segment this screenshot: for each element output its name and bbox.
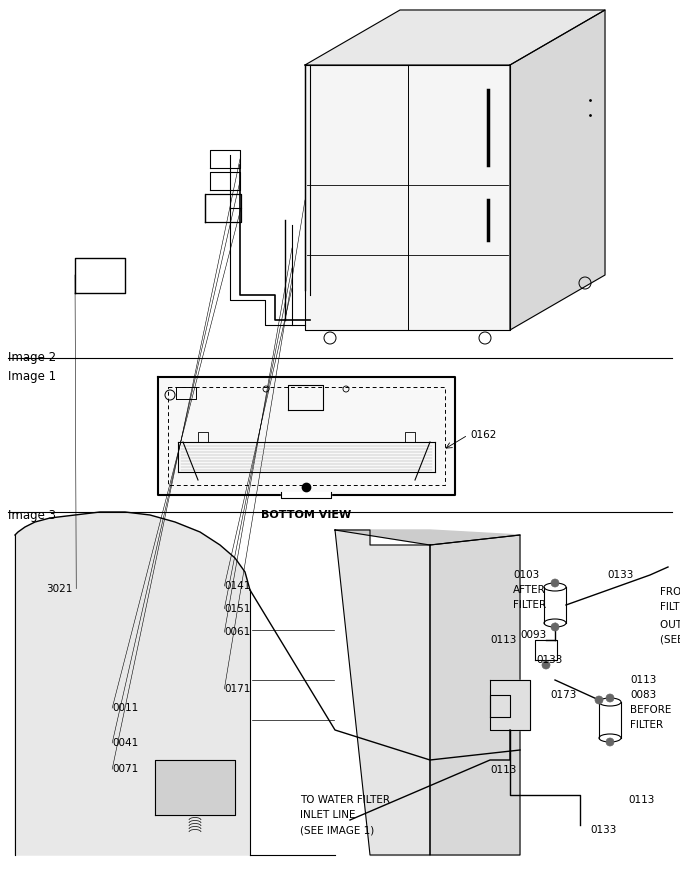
Text: 3021: 3021 [46, 583, 73, 594]
Text: 0011: 0011 [112, 703, 139, 713]
Text: 0151: 0151 [224, 603, 251, 614]
Text: 0093: 0093 [520, 630, 546, 640]
Text: INLET LINE: INLET LINE [300, 810, 356, 820]
Text: 0113: 0113 [630, 675, 656, 685]
Polygon shape [155, 760, 235, 815]
Text: BEFORE: BEFORE [630, 705, 671, 715]
Text: (SEE IMAGE 1): (SEE IMAGE 1) [300, 825, 374, 835]
Polygon shape [335, 530, 520, 545]
Text: Image 1: Image 1 [8, 370, 56, 383]
Polygon shape [305, 10, 605, 65]
Text: Image 3: Image 3 [8, 509, 56, 522]
Text: (SEE IMAGE 1): (SEE IMAGE 1) [660, 635, 680, 645]
Text: 0173: 0173 [550, 690, 577, 700]
Polygon shape [510, 10, 605, 330]
Polygon shape [305, 65, 510, 330]
Text: FILTER: FILTER [630, 720, 663, 730]
Text: 0083: 0083 [630, 690, 656, 700]
Text: 0041: 0041 [112, 738, 139, 748]
Circle shape [542, 661, 550, 669]
Text: 0133: 0133 [607, 570, 633, 580]
Text: Image 2: Image 2 [8, 351, 56, 364]
Polygon shape [430, 535, 520, 855]
Text: OUTLET LINE: OUTLET LINE [660, 620, 680, 630]
Text: FILTER: FILTER [513, 600, 546, 610]
Circle shape [606, 738, 614, 746]
Polygon shape [490, 680, 530, 730]
Text: FILTER: FILTER [660, 602, 680, 612]
Text: FROM WATER: FROM WATER [660, 587, 680, 597]
Circle shape [551, 623, 559, 631]
Text: BOTTOM VIEW: BOTTOM VIEW [261, 510, 352, 520]
Polygon shape [15, 512, 250, 855]
Circle shape [606, 694, 614, 702]
Text: 0103: 0103 [513, 570, 539, 580]
Polygon shape [158, 377, 455, 495]
Text: 0133: 0133 [590, 825, 616, 835]
Circle shape [595, 696, 603, 704]
Text: 0133: 0133 [536, 655, 562, 665]
Text: 0113: 0113 [628, 795, 654, 805]
Text: 0113: 0113 [490, 765, 516, 775]
Text: 0171: 0171 [224, 684, 251, 694]
Text: 0061: 0061 [224, 627, 251, 637]
Polygon shape [281, 492, 331, 498]
Text: 0162: 0162 [470, 430, 496, 440]
Text: AFTER: AFTER [513, 585, 546, 595]
Text: 0071: 0071 [112, 764, 139, 774]
Text: TO WATER FILTER: TO WATER FILTER [300, 795, 390, 805]
Polygon shape [335, 530, 430, 855]
Text: 0113: 0113 [490, 635, 516, 645]
Text: 0141: 0141 [224, 581, 251, 591]
Circle shape [551, 579, 559, 587]
